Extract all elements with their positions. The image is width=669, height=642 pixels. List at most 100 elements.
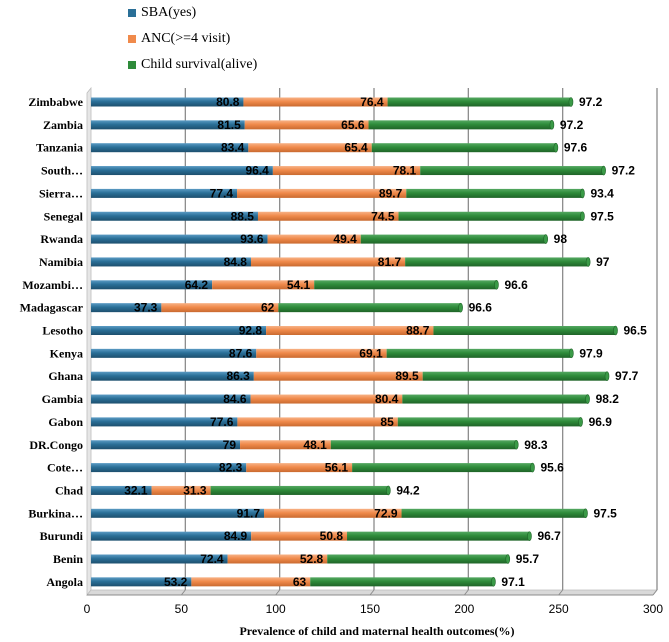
data-label: 95.7	[516, 552, 540, 566]
data-label: 98.3	[524, 438, 548, 452]
bar-segment	[91, 577, 192, 587]
x-tick-label: 150	[360, 602, 380, 616]
data-label: 78.1	[393, 164, 417, 178]
bar-segment	[91, 417, 238, 427]
x-tick-label: 100	[266, 602, 286, 616]
bar-segment	[237, 188, 407, 198]
bar-segment	[210, 485, 389, 495]
data-label: 48.1	[303, 438, 327, 452]
data-label: 92.8	[239, 324, 263, 338]
bar-end-cap	[527, 531, 532, 541]
bar-end-cap	[543, 234, 548, 244]
data-label: 74.5	[371, 209, 395, 223]
data-label: 77.4	[210, 186, 234, 200]
x-tick-label: 200	[454, 602, 474, 616]
bar-end-cap	[601, 165, 606, 176]
data-label: 80.8	[216, 95, 240, 109]
bar-segment	[327, 554, 508, 564]
y-category-label: Rwanda	[40, 232, 83, 246]
bar-segment	[244, 120, 369, 130]
data-label: 72.4	[200, 552, 224, 566]
data-label: 93.6	[240, 232, 264, 246]
data-label: 97	[596, 255, 610, 269]
bar-segment	[243, 97, 388, 107]
bar-segment	[267, 234, 361, 244]
bar-segment	[278, 303, 461, 313]
data-label: 77.6	[210, 415, 234, 429]
bar-segment	[406, 188, 583, 198]
bar-segment	[91, 371, 254, 381]
bar-end-cap	[491, 577, 496, 587]
data-label: 97.2	[612, 164, 636, 178]
data-label: 89.5	[395, 369, 419, 383]
bar-segment	[257, 211, 399, 221]
data-label: 81.7	[378, 255, 402, 269]
data-label: 56.1	[325, 461, 349, 475]
bar-segment	[212, 280, 315, 290]
data-label: 84.6	[223, 392, 247, 406]
bar-segment	[433, 326, 616, 335]
y-category-label: Lesotho	[42, 324, 83, 338]
bar-segment	[352, 463, 533, 473]
bar-segment	[151, 485, 211, 495]
x-tick-label: 300	[643, 602, 663, 616]
bar-segment	[91, 348, 257, 358]
y-category-label: Mozambi…	[22, 278, 83, 292]
bar-segment	[91, 554, 228, 564]
legend-label-sba: SBA(yes)	[141, 5, 197, 20]
data-label: 62	[261, 301, 275, 315]
y-category-label: Madagascar	[20, 301, 84, 315]
bar-end-cap	[580, 188, 585, 199]
data-label: 52.8	[300, 552, 324, 566]
data-labels: 80.8 76.4 97.2 81.5 65.6 97.2 83.4 65.4 97.6 96.4…	[124, 95, 647, 589]
bar-segment	[91, 463, 247, 473]
legend-label-anc: ANC(>=4 visit)	[141, 31, 231, 46]
gridline-floor-50	[180, 589, 186, 596]
bar-segment	[91, 234, 268, 244]
bar-segment	[91, 508, 265, 518]
data-label: 50.8	[320, 529, 344, 543]
bar-segment	[360, 234, 546, 244]
bar-end-cap	[568, 97, 574, 107]
bar-segment	[91, 531, 252, 541]
data-label: 63	[293, 575, 307, 589]
bar-segment	[251, 531, 348, 541]
bar-segment	[310, 577, 494, 587]
x-tick-label: 0	[84, 602, 91, 616]
bar-segment	[368, 120, 552, 130]
data-label: 96.6	[504, 278, 528, 292]
bar-end-cap	[585, 394, 590, 404]
bar-segment	[91, 97, 244, 107]
legend-label-child-survival: Child survival(alive)	[141, 57, 258, 72]
data-label: 96.6	[469, 301, 493, 315]
data-label: 94.2	[396, 483, 420, 497]
data-label: 32.1	[124, 483, 148, 497]
y-category-label: Tanzania	[36, 141, 83, 155]
x-axis-label: Prevalence of child and maternal health …	[239, 624, 514, 638]
data-label: 64.2	[185, 278, 209, 292]
y-category-label: Burundi	[40, 529, 84, 543]
data-label: 98.2	[596, 392, 620, 406]
bar-segment	[256, 348, 387, 358]
data-label: 93.4	[590, 186, 614, 200]
data-label: 96.9	[589, 415, 613, 429]
data-label: 53.2	[164, 575, 188, 589]
data-label: 65.6	[341, 118, 365, 132]
y-category-label: Sierra…	[39, 186, 83, 200]
data-label: 86.3	[226, 369, 250, 383]
bar-segment	[91, 485, 152, 495]
bar-end-cap	[585, 257, 591, 267]
y-category-label: Ghana	[48, 369, 83, 383]
data-label: 82.3	[219, 461, 243, 475]
bar-segment	[386, 348, 572, 358]
gridline-floor-150	[369, 589, 375, 596]
bar-segment	[91, 394, 251, 404]
bar-segment	[191, 577, 311, 587]
data-label: 96.7	[537, 529, 561, 543]
plot-area	[86, 86, 658, 597]
y-category-label: Senegal	[44, 209, 84, 223]
bar-segment	[91, 303, 162, 313]
bar-segment	[91, 326, 267, 335]
y-category-label: DR.Congo	[29, 438, 83, 452]
